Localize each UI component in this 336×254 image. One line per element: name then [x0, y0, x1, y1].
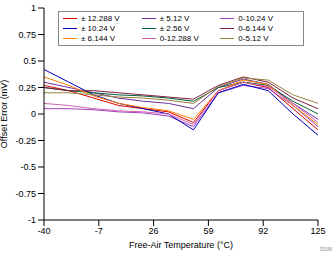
svg-text:Free-Air Temperature (°C): Free-Air Temperature (°C) [129, 240, 233, 250]
html-text:0-5.12 V: 0-5.12 V [238, 34, 269, 43]
svg-text:0: 0 [31, 109, 36, 119]
svg-text:59: 59 [203, 226, 213, 236]
svg-text:26: 26 [149, 226, 159, 236]
svg-text:-1: -1 [28, 215, 36, 225]
svg-text:0.5: 0.5 [23, 56, 36, 66]
html-text:D036: D036 [320, 246, 332, 252]
svg-text:-40: -40 [37, 226, 50, 236]
html-text:± 5.12 V: ± 5.12 V [159, 14, 190, 23]
svg-text:0.25: 0.25 [18, 83, 36, 93]
html-text:± 12.288 V: ± 12.288 V [81, 14, 120, 23]
svg-text:-7: -7 [95, 226, 103, 236]
svg-text:-0.5: -0.5 [20, 162, 36, 172]
svg-text:0.75: 0.75 [18, 30, 36, 40]
svg-text:92: 92 [258, 226, 268, 236]
svg-text:125: 125 [310, 226, 325, 236]
html-text:0-12.288 V: 0-12.288 V [159, 34, 199, 43]
html-text:0-6.144 V: 0-6.144 V [238, 24, 273, 33]
html-text:0-10.24 V: 0-10.24 V [238, 14, 273, 23]
html-text:± 10.24 V: ± 10.24 V [81, 24, 116, 33]
svg-text:-0.25: -0.25 [15, 136, 36, 146]
html-text:± 6.144 V: ± 6.144 V [81, 34, 116, 43]
svg-text:1: 1 [31, 3, 36, 13]
svg-text:-0.75: -0.75 [15, 189, 36, 199]
svg-text:Offset Error (mV): Offset Error (mV) [8, 80, 9, 148]
html-text:± 2.56 V: ± 2.56 V [159, 24, 190, 33]
